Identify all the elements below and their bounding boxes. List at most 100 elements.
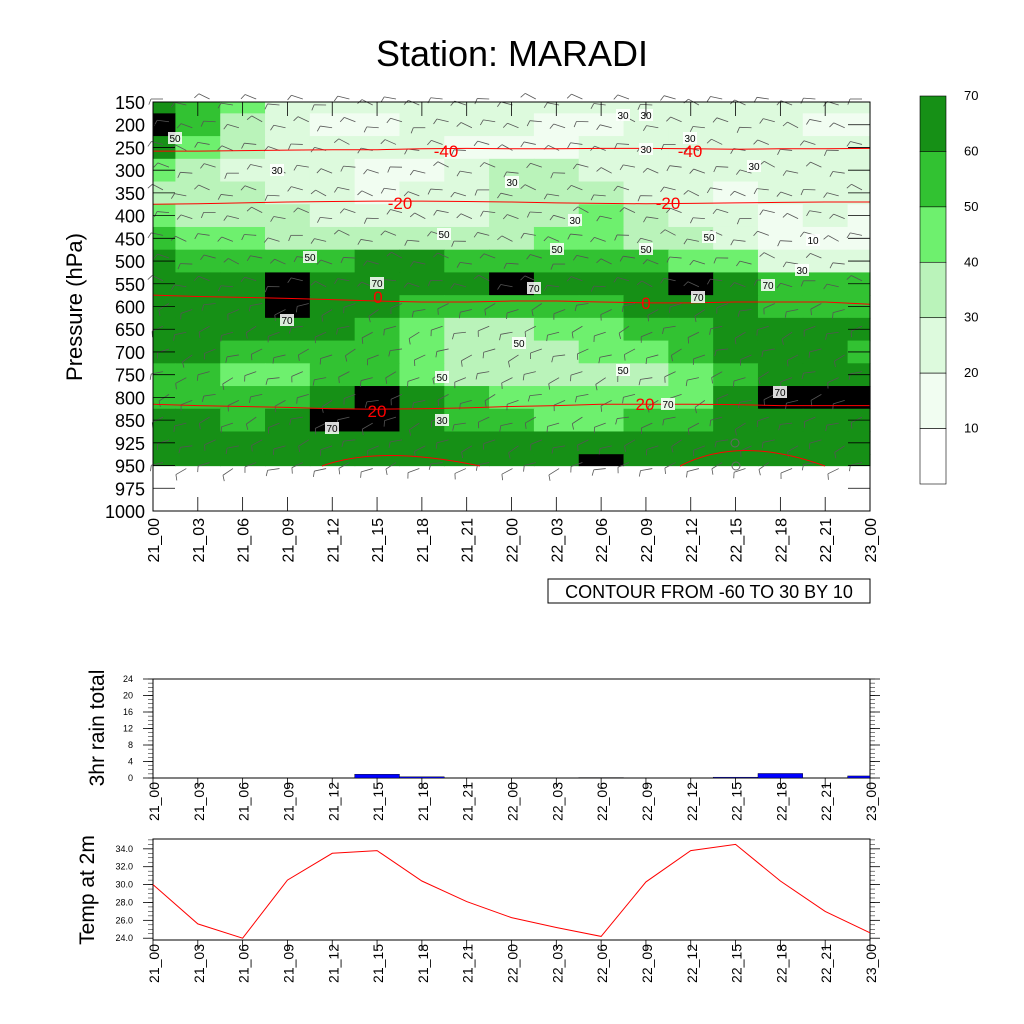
contour-note-box [547, 578, 871, 604]
wind-barb [693, 168, 706, 174]
rain-bar [712, 776, 759, 779]
wind-barb-flag [246, 255, 251, 262]
contour-label: 30 [616, 109, 630, 122]
wind-barb [663, 325, 676, 329]
rain-x-tick-label: 22_03 [549, 782, 565, 821]
wind-barb [390, 348, 403, 352]
wind-barb [384, 187, 397, 191]
contour-label-text: 70 [281, 316, 293, 327]
contour-label-bg [550, 243, 564, 255]
wind-barb [227, 215, 239, 219]
wind-barb [274, 309, 286, 316]
wind-barb [646, 216, 659, 220]
wind-barb [547, 422, 560, 427]
wind-barb-flag [502, 214, 508, 220]
wind-barb [694, 309, 706, 317]
wind-barb-flag [410, 127, 414, 134]
wind-barb-flag [801, 464, 804, 471]
wind-barb [320, 125, 333, 129]
wind-barb [344, 117, 356, 123]
humidity-cell [309, 113, 356, 137]
wind-barb-flag [526, 254, 531, 260]
wind-barb [716, 208, 729, 213]
wind-barb-flag [194, 184, 199, 190]
rain-x-tick-label: 22_06 [594, 782, 610, 821]
wind-barb [757, 416, 769, 422]
y-tick-label: 500 [115, 252, 145, 272]
wind-barb-flag [758, 469, 761, 476]
wind-barb-flag [333, 229, 339, 235]
contour-label-bg [691, 291, 705, 303]
wind-barb [203, 120, 216, 123]
humidity-cell [309, 454, 356, 467]
wind-barb [508, 445, 519, 454]
wind-barb-flag [200, 163, 205, 169]
wind-barb [337, 278, 350, 282]
contour-label-text: 50 [438, 230, 450, 241]
contour-label-text: 50 [436, 373, 448, 384]
rain-y-tick-label: 20 [123, 691, 133, 701]
wind-barb [733, 377, 746, 382]
contour-label-bg [512, 337, 526, 349]
wind-barb [390, 209, 403, 213]
wind-barb-flag [671, 446, 674, 453]
contour-label-bg [435, 414, 449, 426]
humidity-cell [399, 181, 445, 205]
humidity-cell [265, 363, 311, 387]
wind-barb [763, 303, 775, 309]
x-tick-label: 22_03 [549, 518, 566, 563]
wind-barb-flag [456, 122, 462, 127]
wind-barb-flag [321, 406, 324, 413]
wind-barb [780, 377, 793, 383]
wind-barb [384, 279, 397, 282]
wind-barb-flag [614, 234, 618, 241]
wind-barb-flag [662, 328, 665, 335]
contour-label-bg [639, 143, 653, 155]
wind-barb-flag [246, 115, 252, 121]
humidity-cell [489, 226, 535, 251]
wind-barb-flag [173, 334, 175, 341]
wind-barb-flag [338, 468, 341, 475]
wind-barb-flag [524, 331, 527, 338]
wind-barb-flag [293, 207, 299, 213]
humidity-cell [399, 272, 445, 296]
wind-barb [787, 354, 799, 361]
wind-barb-flag [198, 331, 201, 339]
wind-barb [407, 468, 420, 474]
wind-barb [251, 439, 263, 446]
wind-barb-flag [806, 210, 810, 217]
humidity-cell [802, 340, 849, 364]
wind-barb-flag [551, 447, 554, 454]
contour-label-bg [280, 314, 294, 326]
humidity-cell [668, 204, 714, 228]
wind-barb [553, 309, 566, 315]
wind-barb-flag [689, 168, 694, 174]
wind-barb-flag [638, 379, 641, 386]
humidity-cell [175, 454, 221, 467]
wind-barb-flag [170, 102, 175, 108]
wind-barb [501, 235, 513, 242]
wind-barb-flag [549, 215, 554, 221]
x-tick-label: 22_15 [729, 518, 746, 563]
wind-barb [828, 235, 839, 242]
wind-barb [291, 186, 303, 191]
wind-barb-flag [733, 380, 735, 387]
wind-barb [390, 117, 403, 123]
humidity-cell [175, 158, 221, 183]
wind-barb-flag [666, 208, 671, 214]
colorbar-label: 10 [964, 421, 978, 436]
wind-barb-flag [707, 278, 711, 285]
isotherm-line [152, 294, 871, 305]
rain-y-axis-label: 3hr rain total [86, 670, 109, 787]
humidity-cell [265, 204, 311, 228]
humidity-cell [578, 295, 625, 319]
humidity-cell [623, 317, 669, 342]
wind-barb [273, 216, 286, 220]
wind-barb-flag [776, 191, 782, 197]
wind-barb [548, 468, 560, 476]
humidity-cell [220, 226, 266, 251]
wind-barb [204, 348, 216, 354]
colorbar-segment [919, 261, 947, 319]
wind-barb-flag [615, 418, 618, 425]
